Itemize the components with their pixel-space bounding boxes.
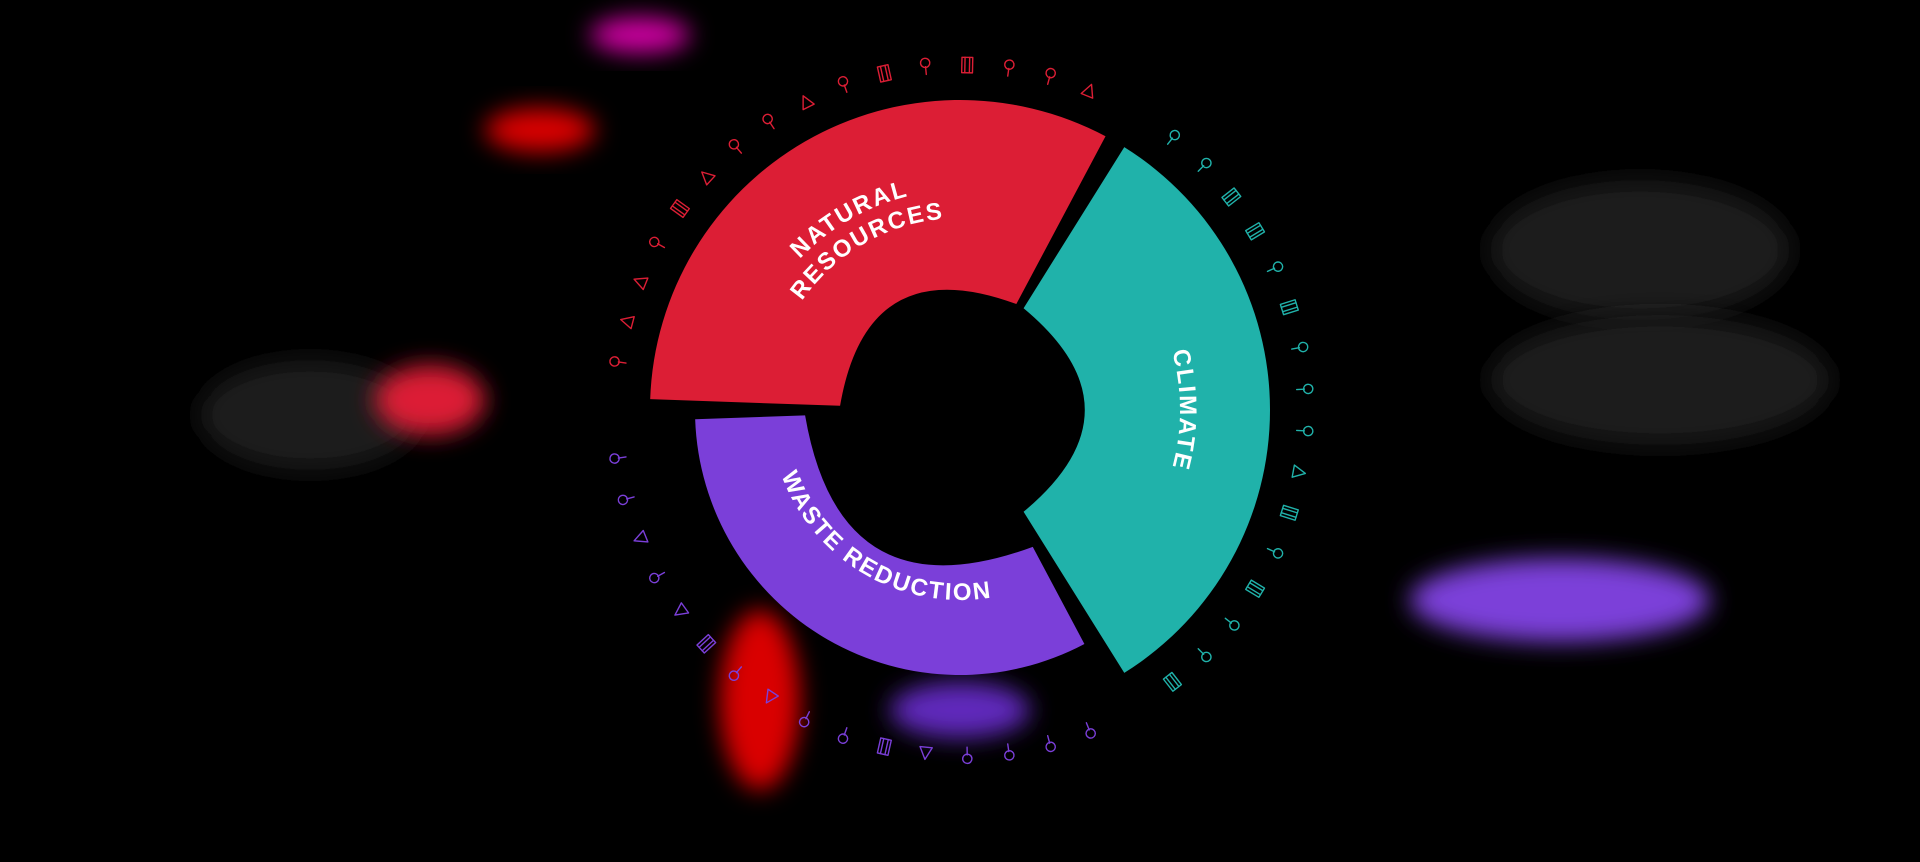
sustainability-wheel: NATURALRESOURCESCLIMATEWASTE REDUCTION	[0, 0, 1920, 862]
ring-icon	[648, 236, 667, 252]
ring-icon	[1195, 157, 1213, 175]
ring-icon	[1266, 261, 1285, 276]
ring-icon	[727, 138, 745, 156]
ring-icon	[761, 113, 778, 132]
ring-icon	[697, 635, 716, 653]
ring-icon	[1246, 580, 1265, 597]
accent-blob	[590, 17, 690, 53]
ring-icon	[1280, 505, 1298, 520]
segment-shape-climate	[1024, 147, 1270, 673]
ring-icon	[877, 65, 891, 82]
accent-blob	[375, 365, 485, 435]
accent-blob	[485, 108, 595, 152]
ring-icon	[919, 747, 932, 760]
ring-icon	[1222, 615, 1240, 632]
ring-icon	[632, 530, 648, 546]
ring-icon	[962, 57, 973, 73]
accent-blob	[1490, 315, 1830, 445]
ring-icon	[1280, 300, 1298, 315]
diagram-stage: NATURALRESOURCESCLIMATEWASTE REDUCTION	[0, 0, 1920, 862]
ring-icon	[1222, 188, 1241, 206]
ring-icon	[609, 356, 626, 367]
ring-icon	[962, 747, 972, 763]
ring-icon	[1003, 743, 1014, 760]
ring-icon	[920, 58, 931, 75]
segment-shape-natural-resources	[650, 100, 1105, 406]
ring-icon	[1291, 342, 1309, 354]
ring-icon	[1296, 426, 1313, 436]
ring-icon	[1292, 465, 1306, 479]
ring-icon	[837, 726, 851, 744]
ring-icon	[1164, 129, 1181, 147]
ring-icon	[1082, 721, 1097, 739]
ring-icon	[698, 167, 715, 184]
accent-blob	[1490, 180, 1790, 320]
ring-icon	[671, 200, 690, 218]
ring-icon	[648, 568, 667, 584]
accent-blob	[720, 610, 800, 790]
ring-icon	[1043, 67, 1056, 85]
ring-icon	[619, 314, 634, 329]
ring-icon	[837, 75, 851, 93]
ring-icon	[671, 603, 688, 620]
ring-icon	[1195, 646, 1213, 664]
ring-icon	[1043, 735, 1056, 753]
ring-icon	[798, 710, 813, 729]
segment-climate: CLIMATE	[1024, 129, 1314, 692]
ring-icon	[617, 492, 635, 505]
ring-icon	[798, 93, 815, 110]
ring-icon	[632, 273, 648, 289]
accent-blob	[1410, 558, 1710, 642]
ring-icon	[877, 738, 891, 755]
segment-natural-resources: NATURALRESOURCES	[609, 57, 1105, 406]
ring-icon	[1246, 223, 1265, 240]
ring-icon	[609, 452, 626, 463]
ring-icon	[1266, 544, 1285, 559]
ring-icon	[1003, 59, 1014, 76]
ring-icon	[1296, 384, 1313, 394]
ring-icon	[1081, 82, 1097, 98]
accent-blob	[890, 682, 1030, 738]
ring-icon	[1163, 672, 1181, 691]
